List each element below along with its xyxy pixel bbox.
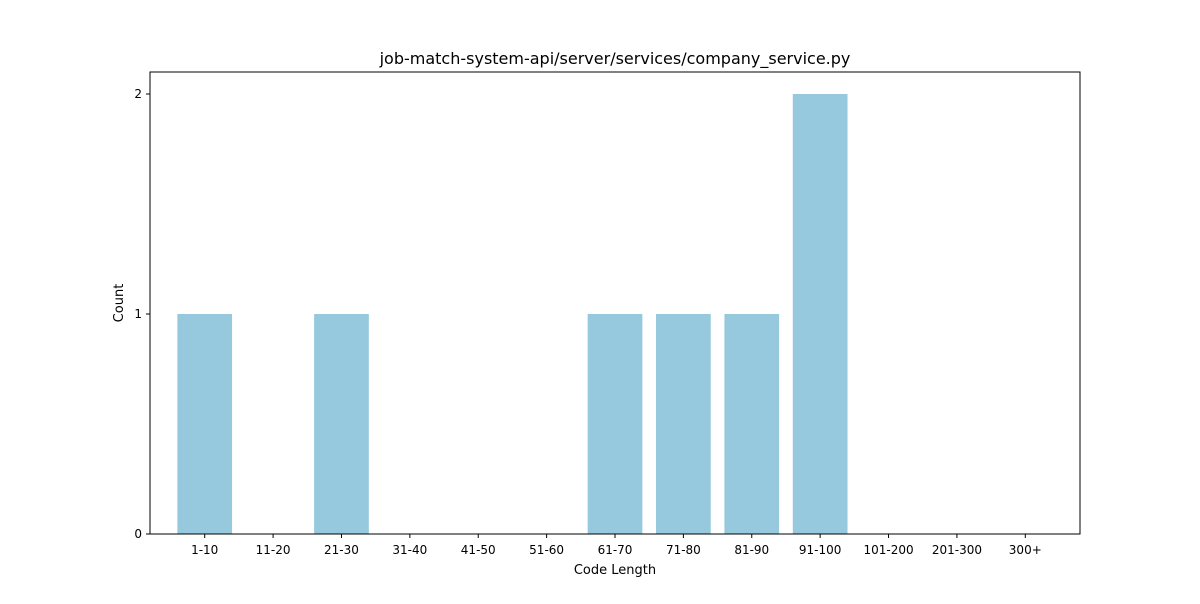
y-axis-ticks: 0 1 2 <box>134 87 150 541</box>
x-tick-label: 61-70 <box>598 543 633 557</box>
x-axis-label: Code Length <box>574 563 656 578</box>
x-tick-label: 300+ <box>1009 543 1042 557</box>
x-tick-label: 81-90 <box>734 543 769 557</box>
x-tick-label: 1-10 <box>191 543 218 557</box>
y-tick-label: 0 <box>134 527 142 541</box>
bar-61-70 <box>587 314 643 534</box>
x-tick-label: 71-80 <box>666 543 701 557</box>
chart-title: job-match-system-api/server/services/com… <box>379 49 851 69</box>
y-tick-label: 1 <box>134 307 142 321</box>
bar-1-10 <box>177 314 233 534</box>
x-tick-label: 41-50 <box>461 543 496 557</box>
x-tick-label: 11-20 <box>256 543 291 557</box>
x-axis-ticks: 1-10 11-20 21-30 31-40 41-50 51-60 61-70 71-80 8… <box>191 534 1042 557</box>
x-tick-label: 51-60 <box>529 543 564 557</box>
bar-21-30 <box>314 314 369 534</box>
bars-layer <box>177 94 848 534</box>
bar-71-80 <box>656 314 711 534</box>
x-tick-label: 101-200 <box>863 543 913 557</box>
bar-81-90 <box>724 314 780 534</box>
x-tick-label: 91-100 <box>799 543 842 557</box>
y-axis-label: Count <box>112 284 127 323</box>
y-tick-label: 2 <box>134 87 142 101</box>
x-tick-label: 31-40 <box>392 543 427 557</box>
x-tick-label: 201-300 <box>932 543 982 557</box>
x-tick-label: 21-30 <box>324 543 359 557</box>
bar-91-100 <box>792 94 848 534</box>
